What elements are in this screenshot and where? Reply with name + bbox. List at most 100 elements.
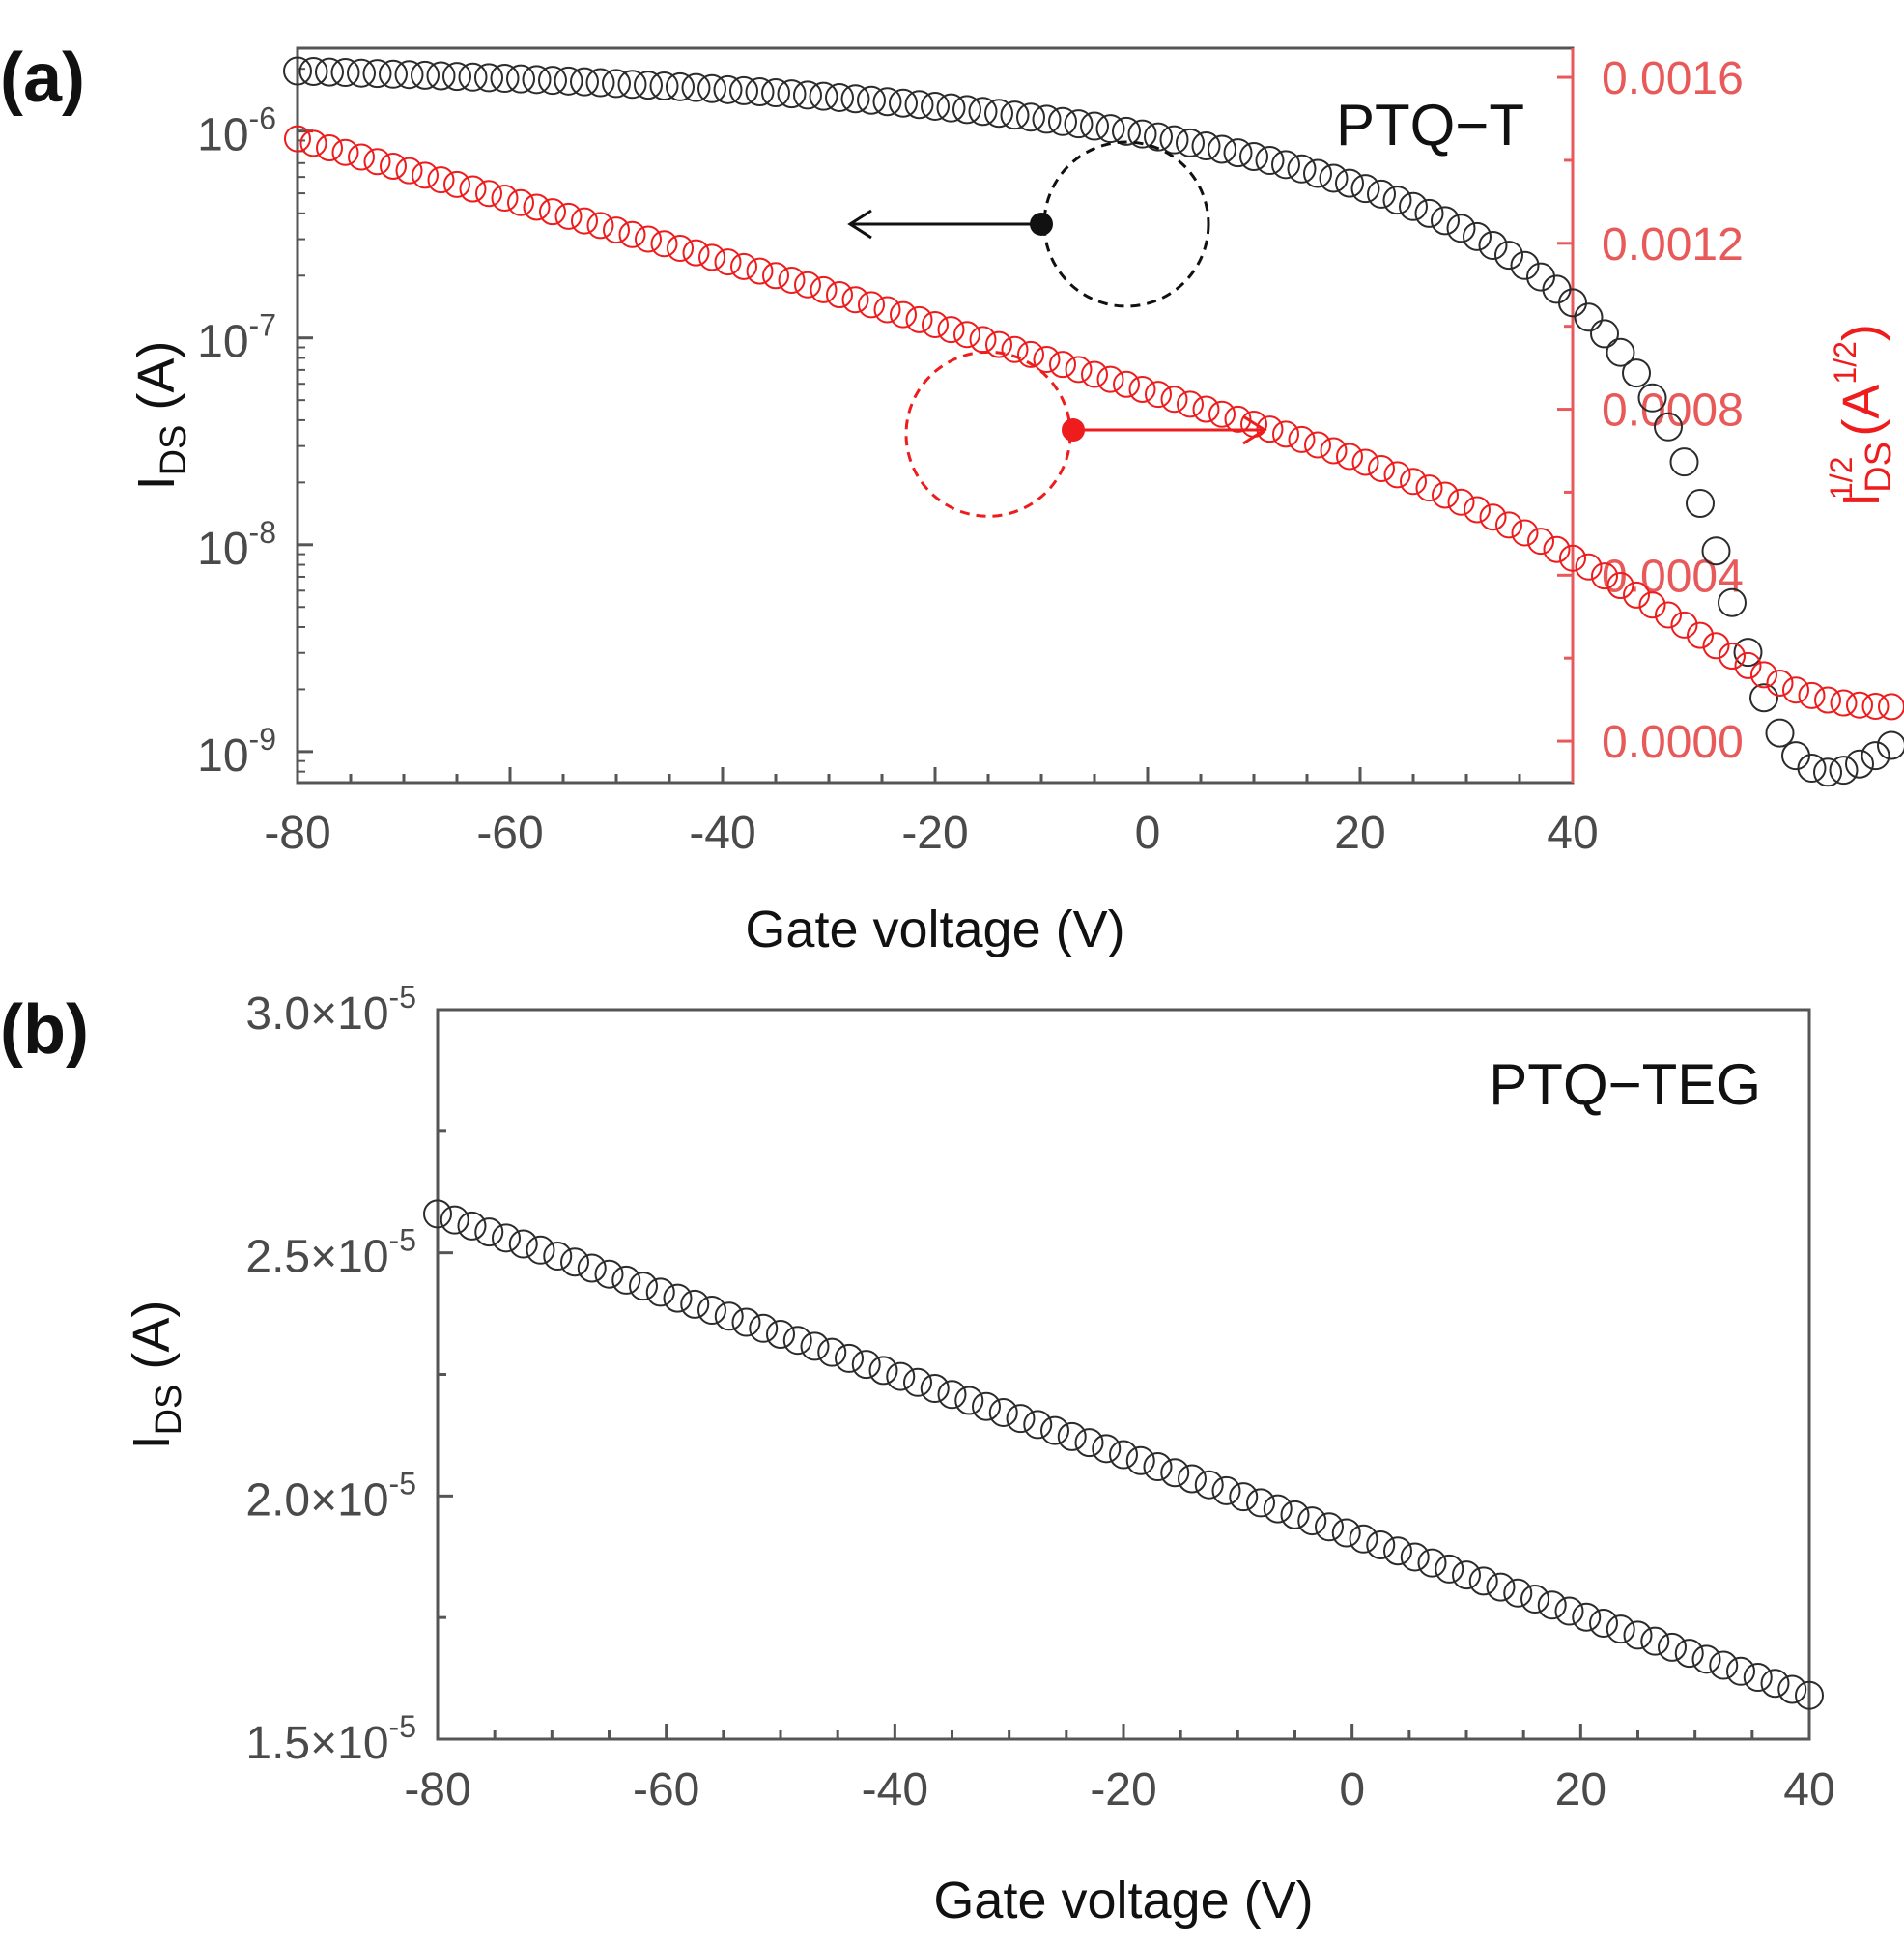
y-right-tick-label: 0.0008: [1602, 386, 1744, 437]
data-point: [1335, 168, 1364, 198]
data-point: [1591, 562, 1618, 590]
data-point: [1658, 1632, 1687, 1662]
x-tick-label: 20: [1555, 1764, 1606, 1815]
data-point: [905, 305, 933, 333]
data-point: [1845, 749, 1874, 779]
data-point: [526, 1235, 555, 1265]
data-point: [1064, 109, 1094, 139]
data-point: [543, 1242, 573, 1272]
data-point: [1622, 358, 1651, 388]
data-point: [1288, 425, 1316, 453]
data-point: [1414, 198, 1444, 228]
data-point: [1272, 420, 1299, 448]
data-point: [412, 161, 439, 189]
data-point: [868, 1356, 898, 1386]
data-point: [1750, 661, 1777, 689]
data-point: [1686, 488, 1715, 518]
data-point: [1589, 1608, 1618, 1638]
data-point: [474, 1217, 504, 1247]
data-point: [560, 1247, 589, 1277]
data-point: [1537, 1590, 1567, 1620]
data-point: [1766, 669, 1794, 697]
panel-a-plot-frame: [296, 46, 1575, 785]
data-point: [800, 1331, 830, 1361]
data-point: [1861, 692, 1890, 720]
data-point: [667, 234, 694, 262]
x-tick-label: -40: [689, 808, 755, 859]
data-point: [427, 166, 455, 194]
data-point: [1431, 206, 1460, 236]
data-point: [603, 216, 630, 244]
data-point: [1575, 553, 1603, 581]
panel-b-x-axis-title: Gate voltage (V): [933, 1872, 1313, 1929]
data-point: [1554, 1596, 1584, 1626]
data-point: [778, 267, 806, 295]
data-point: [826, 281, 853, 309]
data-point: [331, 138, 359, 166]
data-point: [539, 198, 566, 226]
data-point: [1081, 360, 1108, 388]
data-point: [1096, 365, 1124, 393]
data-point: [840, 84, 870, 114]
data-point: [491, 185, 519, 213]
data-point: [523, 193, 551, 221]
data-point: [697, 1296, 726, 1326]
data-point: [1271, 150, 1300, 180]
data-point: [1606, 337, 1635, 367]
data-point: [1109, 1440, 1138, 1470]
data-point: [1510, 250, 1540, 280]
y-left-tick-label: 10-7: [197, 308, 276, 368]
data-point: [810, 275, 838, 303]
data-point: [458, 62, 488, 92]
data-point: [395, 157, 423, 185]
data-point: [362, 59, 392, 89]
data-point: [697, 73, 726, 103]
data-point: [1331, 1518, 1361, 1548]
data-point: [507, 188, 534, 216]
data-point: [1303, 158, 1332, 188]
data-point: [1417, 1548, 1447, 1578]
data-point: [1435, 1554, 1464, 1584]
data-point: [1223, 138, 1253, 168]
data-point: [1177, 390, 1204, 418]
data-point: [379, 59, 408, 89]
data-point: [635, 225, 662, 253]
data-point: [1795, 1680, 1824, 1710]
marker-dot-black: [1030, 212, 1053, 236]
data-point: [1048, 106, 1077, 136]
data-point: [363, 148, 391, 176]
data-point: [1297, 1506, 1327, 1536]
data-point: [1320, 437, 1348, 465]
data-point: [1399, 191, 1428, 221]
data-point: [602, 69, 631, 99]
data-point: [1159, 125, 1189, 155]
data-point: [554, 202, 583, 230]
data-point: [1606, 572, 1634, 600]
data-point: [766, 1319, 795, 1349]
data-point: [442, 62, 471, 92]
data-point: [969, 326, 997, 354]
data-point: [554, 66, 583, 96]
panel-b-x-tick-labels: -80 -60 -40 -20 0 20 40: [404, 1764, 1834, 1815]
data-point: [330, 58, 360, 88]
data-point: [475, 180, 502, 208]
panel-a-ticks: [296, 48, 1575, 783]
data-point: [1478, 231, 1508, 261]
data-point: [1777, 1674, 1807, 1704]
data-point: [1092, 1434, 1122, 1464]
data-point: [1798, 681, 1826, 709]
panel-b: (b) -80 -60 -40 -20 0 20 40 3.0×10-5 2.5×10-5 2.…: [0, 980, 1835, 1929]
data-point: [1144, 122, 1173, 152]
y-right-tick-label: 0.0004: [1602, 551, 1744, 602]
data-point: [299, 129, 327, 157]
data-point: [474, 63, 503, 93]
data-point: [1479, 503, 1507, 531]
data-point: [1074, 1428, 1104, 1458]
data-point: [1670, 611, 1698, 639]
panel-b-ticks: [436, 1008, 1811, 1741]
data-point: [1669, 447, 1699, 477]
data-point: [953, 321, 980, 349]
data-point: [1749, 683, 1778, 713]
data-point: [1829, 756, 1859, 786]
panel-a-series-sqrt-ids: [284, 125, 1904, 721]
